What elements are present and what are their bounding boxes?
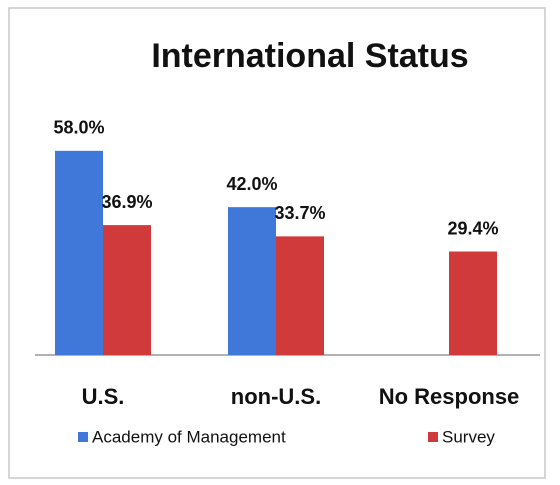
x-tick-label: non-U.S. [231,384,321,409]
x-tick-label: U.S. [82,384,125,409]
bar [228,207,276,355]
data-label: 29.4% [447,218,498,238]
bar [449,251,497,355]
legend-label: Academy of Management [92,427,286,446]
bar [103,225,151,355]
data-label: 58.0% [53,118,104,138]
legend-swatch [428,432,438,442]
chart-title: International Status [151,37,468,75]
legend-label: Survey [442,427,495,446]
data-label: 42.0% [226,174,277,194]
data-label: 36.9% [101,192,152,212]
data-label: 33.7% [274,203,325,223]
bar [276,236,324,355]
legend-swatch [78,432,88,442]
x-tick-label: No Response [379,384,520,409]
bar [55,150,103,355]
